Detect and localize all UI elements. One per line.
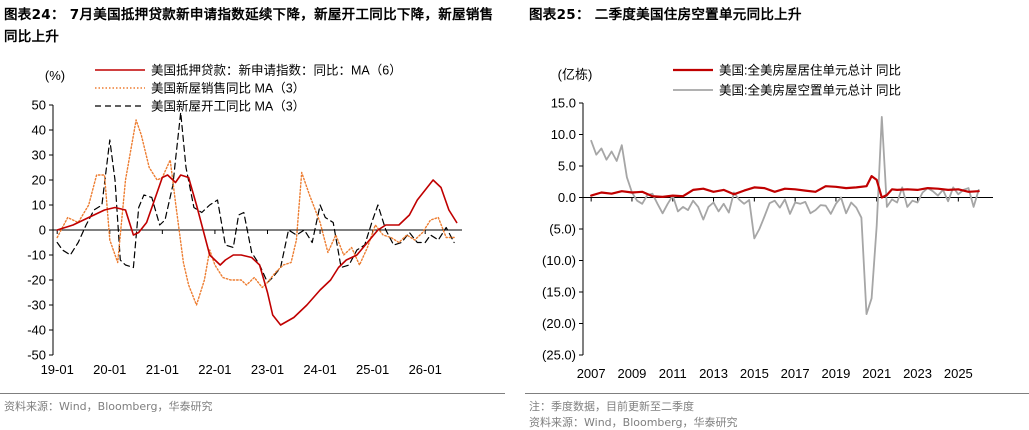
- right-y-tick-label: (20.0): [542, 316, 576, 331]
- left-x-tick-label: 26-01: [409, 362, 442, 377]
- left-chart-title: 图表24： 7月美国抵押贷款新申请指数延续下降，新屋开工同比下降，新屋销售同比上…: [4, 7, 494, 45]
- left-y-tick-label: -50: [27, 348, 46, 363]
- right-chart-panel: 图表25： 二季度美国住房空置单元同比上升 (亿栋) 15.0 10.0 5.0 0.0…: [525, 0, 1029, 429]
- right-x-tick-label: 2021: [862, 366, 891, 381]
- right-x-tick-label: 2017: [781, 366, 810, 381]
- right-series-line-1: [590, 175, 980, 199]
- right-y-tick-label: (25.0): [542, 348, 576, 363]
- left-series-line-1: [56, 174, 458, 326]
- right-x-tick-label: 2015: [740, 366, 769, 381]
- left-y-tick-label: -30: [27, 298, 46, 313]
- right-source-text: 资料来源：Wind，Bloomberg，华泰研究: [529, 416, 738, 429]
- left-y-tick-label: 20: [32, 173, 46, 188]
- right-legend-label-2: 美国:全美房屋空置单元总计 同比: [719, 83, 901, 98]
- right-x-tick-label: 2009: [617, 366, 646, 381]
- right-x-tick-label: 2019: [821, 366, 850, 381]
- right-legend-label-1: 美国:全美房屋居住单元总计 同比: [719, 63, 901, 78]
- right-line-chart: (亿栋) 15.0 10.0 5.0 0.0 (5.0) (10.0) (15.0) (20.0…: [542, 63, 993, 381]
- right-y-tick-label: (10.0): [542, 253, 576, 268]
- right-x-tick-label: 2011: [659, 366, 687, 381]
- right-note-text: 注：季度数据，目前更新至二季度: [529, 400, 694, 413]
- left-legend-label-1: 美国抵押贷款：新申请指数：同比：MA（6）: [151, 63, 402, 78]
- left-series-line-3: [56, 111, 455, 284]
- left-y-tick-label: 30: [32, 148, 46, 163]
- right-chart-title: 图表25： 二季度美国住房空置单元同比上升: [529, 7, 802, 23]
- right-y-tick-label: 15.0: [551, 96, 576, 111]
- left-y-tick-label: 10: [32, 198, 46, 213]
- right-y-tick-label: 10.0: [551, 127, 576, 142]
- left-y-tick-label: -40: [27, 323, 46, 338]
- right-y-tick-label: 0.0: [558, 190, 576, 205]
- left-chart-panel: 图表24： 7月美国抵押贷款新申请指数延续下降，新屋开工同比下降，新屋销售同比上…: [0, 0, 505, 427]
- right-x-tick-label: 2013: [699, 366, 728, 381]
- left-y-tick-label: -20: [27, 273, 46, 288]
- right-series-line-2: [590, 116, 980, 316]
- left-unit-label: (%): [45, 68, 65, 83]
- left-x-tick-label: 20-01: [93, 362, 126, 377]
- right-y-tick-label: (15.0): [542, 285, 576, 300]
- right-y-tick-label: (5.0): [549, 222, 576, 237]
- left-x-tick-label: 22-01: [198, 362, 231, 377]
- right-x-tick-label: 2025: [944, 366, 973, 381]
- left-series-line-2: [56, 119, 455, 306]
- left-y-tick-label: -10: [27, 248, 46, 263]
- left-source-rule: [0, 393, 505, 394]
- left-y-tick-label: 40: [32, 123, 46, 138]
- left-y-tick-label: 50: [32, 98, 46, 113]
- left-x-tick-label: 21-01: [146, 362, 179, 377]
- right-x-tick-label: 2007: [577, 366, 606, 381]
- left-legend-label-3: 美国新屋开工同比 MA（3）: [151, 99, 305, 114]
- left-x-tick-label: 19-01: [41, 362, 74, 377]
- left-source-text: 资料来源：Wind，Bloomberg，华泰研究: [4, 400, 213, 413]
- left-x-tick-label: 24-01: [303, 362, 336, 377]
- right-unit-label: (亿栋): [558, 67, 593, 82]
- right-source-rule: [525, 393, 1029, 394]
- left-y-tick-label: 0: [39, 223, 46, 238]
- right-x-tick-label: 2023: [903, 366, 932, 381]
- left-legend-label-2: 美国新屋销售同比 MA（3）: [151, 81, 305, 96]
- right-y-tick-label: 5.0: [558, 159, 576, 174]
- left-x-tick-label: 23-01: [251, 362, 284, 377]
- left-x-tick-label: 25-01: [356, 362, 389, 377]
